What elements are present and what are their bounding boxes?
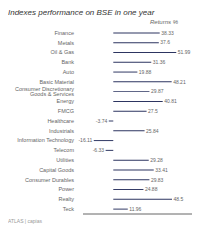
svg-text:Industrials: Industrials <box>49 128 74 134</box>
svg-text:48.5: 48.5 <box>174 196 184 202</box>
svg-text:Consumer Durables: Consumer Durables <box>25 177 74 183</box>
svg-text:24.88: 24.88 <box>145 186 158 192</box>
svg-text:Energy: Energy <box>57 98 75 104</box>
svg-text:27.5: 27.5 <box>148 108 158 114</box>
html-text:Indexes performance on BSE in: Indexes performance on BSE in one year <box>8 8 155 17</box>
svg-text:Telecom: Telecom <box>54 147 75 153</box>
svg-text:Utilities: Utilities <box>56 157 74 163</box>
svg-text:Oil & Gas: Oil & Gas <box>50 49 74 55</box>
svg-text:Information Technology: Information Technology <box>17 137 74 143</box>
svg-text:-3.74: -3.74 <box>96 118 108 124</box>
svg-text:Auto: Auto <box>63 69 74 75</box>
svg-text:29.87: 29.87 <box>151 88 164 94</box>
svg-text:Healthcare: Healthcare <box>47 118 74 124</box>
svg-text:29.83: 29.83 <box>151 177 164 183</box>
svg-text:Power: Power <box>58 186 74 192</box>
svg-text:11.96: 11.96 <box>129 206 141 212</box>
svg-text:Consumer DiscretionaryGoods &: Consumer DiscretionaryGoods & Services <box>15 86 74 98</box>
svg-text:Finance: Finance <box>54 30 74 36</box>
svg-text:Realty: Realty <box>58 196 74 202</box>
svg-text:40.81: 40.81 <box>164 98 177 104</box>
svg-text:37.6: 37.6 <box>160 39 170 45</box>
svg-text:Teck: Teck <box>63 206 75 212</box>
svg-text:29.28: 29.28 <box>150 157 163 163</box>
html-text:Returns %: Returns % <box>150 19 178 25</box>
svg-text:19.88: 19.88 <box>139 69 152 75</box>
svg-text:-6.33: -6.33 <box>93 147 105 153</box>
svg-text:33.41: 33.41 <box>155 167 168 173</box>
svg-text:Metals: Metals <box>58 40 74 46</box>
svg-text:Capital Goods: Capital Goods <box>39 167 74 173</box>
html-text:ATLAS | capias: ATLAS | capias <box>8 218 42 224</box>
svg-text:48.21: 48.21 <box>173 79 186 85</box>
svg-text:FMCG: FMCG <box>58 108 74 114</box>
svg-text:38.33: 38.33 <box>161 30 174 36</box>
svg-text:Bank: Bank <box>61 59 74 65</box>
svg-text:-16.11: -16.11 <box>78 137 92 143</box>
svg-text:31.36: 31.36 <box>153 59 166 65</box>
svg-text:25.84: 25.84 <box>146 128 159 134</box>
svg-text:Basic Material: Basic Material <box>39 79 74 85</box>
svg-text:51.99: 51.99 <box>178 49 191 55</box>
